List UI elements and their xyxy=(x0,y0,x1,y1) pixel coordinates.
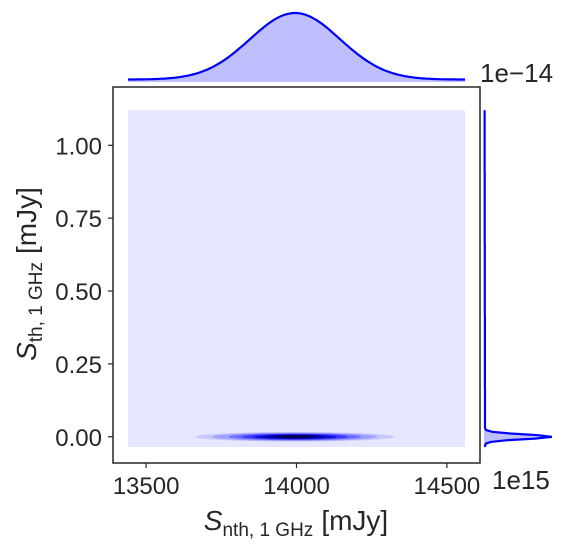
y-axis-label-main: S xyxy=(11,342,42,361)
kde-background-region xyxy=(128,110,465,447)
top-marginal-line xyxy=(128,11,465,81)
kde-contours xyxy=(195,431,395,442)
x-axis-label-main: S xyxy=(204,505,223,536)
marginal-offset-text: 1e15 xyxy=(492,465,550,495)
x-axis-label-sub: nth, 1 GHz xyxy=(222,520,313,541)
y-tick-label: 0.00 xyxy=(55,425,102,452)
x-tick-label: 13500 xyxy=(113,473,180,500)
x-tick-label: 14500 xyxy=(414,473,481,500)
y-tick-label: 0.25 xyxy=(55,352,102,379)
y-offset-text: 1e−14 xyxy=(480,58,553,88)
top-marginal-fill xyxy=(128,13,465,82)
right-marginal-fill xyxy=(484,110,552,448)
kde-contour-level-8 xyxy=(280,435,310,438)
y-tick-label: 1.00 xyxy=(55,133,102,160)
main-panel: 13500 14000 14500 0.00 0.25 0.50 0.75 1.00 xyxy=(55,86,481,500)
x-tick-label: 14000 xyxy=(263,473,330,500)
x-axis-label-unit: [mJy] xyxy=(321,505,388,536)
y-axis-label-unit: [mJy] xyxy=(11,187,42,254)
top-marginal-density xyxy=(128,11,465,82)
right-marginal-line xyxy=(483,110,553,448)
right-marginal-density xyxy=(483,110,553,448)
y-tick-label: 0.50 xyxy=(55,279,102,306)
y-axis-label-sub: th, 1 GHz xyxy=(26,262,47,342)
x-axis-ticks: 13500 14000 14500 xyxy=(113,463,481,500)
y-axis-label: Sth, 1 GHz [mJy] xyxy=(11,187,47,361)
x-axis-label: Snth, 1 GHz [mJy] xyxy=(204,505,388,541)
y-axis-ticks: 0.00 0.25 0.50 0.75 1.00 xyxy=(55,133,113,452)
y-tick-label: 0.75 xyxy=(55,206,102,233)
